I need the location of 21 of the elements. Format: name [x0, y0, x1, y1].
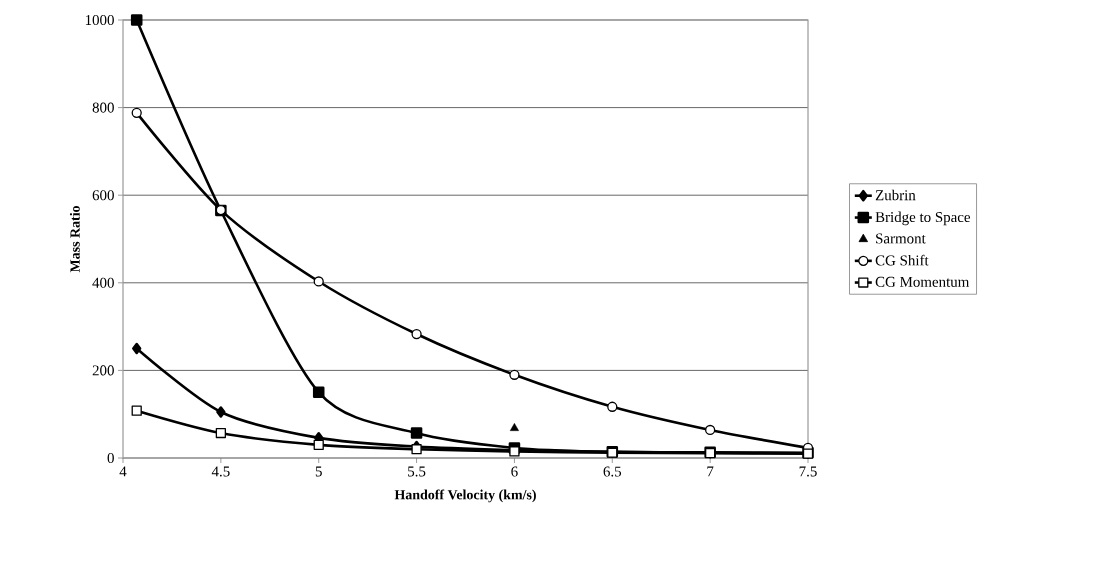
legend-label: Zubrin — [875, 189, 916, 201]
legend-label: CG Shift — [875, 254, 929, 266]
x-tick-label: 7 — [707, 466, 714, 477]
y-axis-title: Mass Ratio — [69, 206, 80, 273]
y-tick-label: 200 — [92, 365, 114, 376]
y-tick-label: 400 — [92, 277, 114, 288]
y-tick-label: 1000 — [85, 14, 114, 26]
x-tick-label: 5 — [315, 466, 322, 477]
y-tick-label: 800 — [92, 102, 114, 113]
x-tick-label: 6 — [511, 466, 518, 477]
y-tick-label: 600 — [92, 190, 114, 201]
x-tick-label: 6.5 — [603, 466, 622, 477]
x-tick-label: 7.5 — [799, 466, 817, 477]
x-tick-label: 5.5 — [408, 466, 426, 477]
y-tick-label: 0 — [107, 452, 114, 464]
x-axis-title: Handoff Velocity (km/s) — [394, 489, 536, 503]
x-tick-label: 4.5 — [211, 466, 230, 477]
legend-label: CG Momentum — [875, 276, 970, 287]
legend-label: Sarmont — [876, 233, 926, 244]
legend-label: Bridge to Space — [875, 211, 971, 226]
x-tick-label: 4 — [119, 466, 127, 477]
